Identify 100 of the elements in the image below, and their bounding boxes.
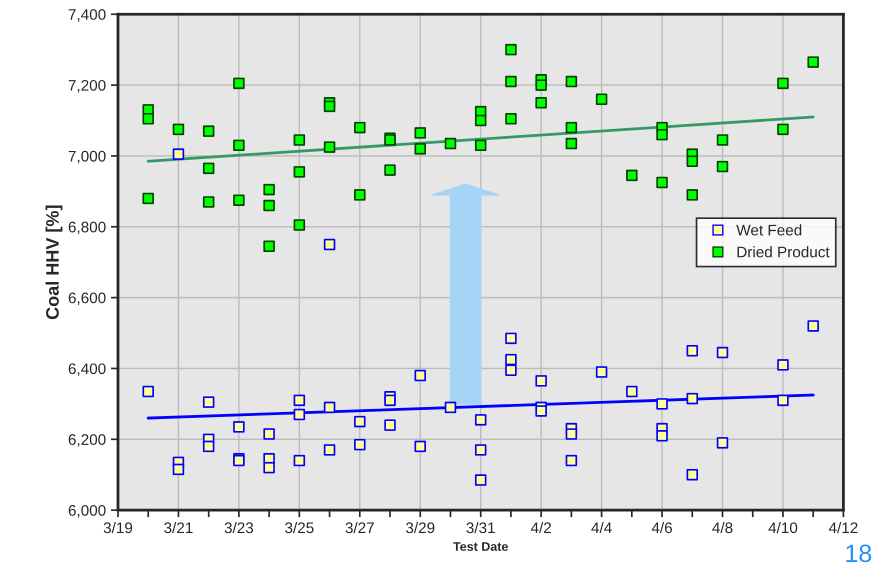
point [172,124,184,136]
point [716,437,728,449]
point [474,140,486,152]
point [233,78,245,90]
point [142,192,154,204]
point [384,394,396,406]
point [777,78,789,90]
point [505,113,517,124]
point [686,392,698,404]
point [414,127,426,139]
point [686,156,698,167]
point [202,396,214,408]
point [474,414,486,426]
point [474,474,486,486]
point [294,134,306,146]
x-tick-label: 3/29 [406,522,434,534]
x-tick-label: 3/19 [104,522,132,534]
point [354,122,366,134]
point [566,122,578,134]
point [626,170,638,182]
x-axis-title: Test Date [453,542,508,551]
x-tick-label: 3/21 [164,522,193,534]
point [233,421,245,433]
x-tick-label: 4/10 [768,522,798,534]
point [505,354,517,366]
point [384,419,396,431]
y-tick-label: 6,600 [68,292,106,306]
point [233,140,245,152]
point [324,238,336,250]
point [324,402,336,414]
point [142,113,154,124]
point [324,100,336,112]
legend-label: Dried Product [738,246,830,258]
point [414,143,426,155]
point [535,405,547,417]
y-tick-label: 6,800 [68,222,106,234]
point [535,97,547,109]
x-tick-label: 3/25 [285,522,314,534]
x-tick-label: 4/2 [530,522,552,534]
point [474,114,486,126]
point [807,56,819,68]
point [535,375,547,387]
x-tick-label: 4/12 [828,522,858,534]
point [294,454,306,466]
point [263,200,275,212]
point [656,176,668,188]
point [777,124,789,136]
point [444,138,456,150]
point [596,94,608,106]
point [716,134,728,146]
point [566,76,578,88]
point [505,44,517,56]
point [172,148,184,160]
point [777,359,789,371]
point [807,320,819,332]
point [324,444,336,456]
text: 18 [846,544,872,562]
point [686,468,698,480]
point [596,366,608,378]
x-tick-label: 3/31 [466,522,495,534]
y-tick-label: 6,400 [68,363,106,376]
point [535,79,547,91]
x-tick-label: 3/23 [224,522,254,534]
x-tick-label: 3/27 [346,522,374,534]
point [202,196,214,208]
point [294,408,306,420]
y-tick-label: 6,000 [68,505,106,518]
point [716,160,728,172]
point [505,332,517,344]
point [294,166,306,178]
point [263,428,275,440]
point [566,138,578,150]
point [354,189,366,201]
point [656,398,668,410]
point [142,386,154,398]
y-tick-label: 6,200 [68,434,106,447]
point [263,184,275,196]
point [444,402,456,414]
point [263,240,275,252]
point [354,438,366,450]
point [202,125,214,137]
y-axis-title: Coal HHV [%] [46,206,62,320]
point [202,440,214,452]
point [566,428,578,440]
y-tick-label: 7,200 [68,80,106,93]
y-tick-label: 7,400 [68,9,106,22]
point [294,394,306,406]
point [263,462,275,474]
point [414,440,426,452]
point [566,454,578,466]
x-tick-label: 4/6 [652,522,672,534]
point [626,386,638,398]
point [505,76,517,88]
point [324,141,336,153]
point [233,194,245,206]
legend-label: Wet Feed [736,224,802,236]
point [172,464,184,476]
x-tick-label: 4/4 [591,522,612,534]
point [354,416,366,428]
point [716,346,728,358]
